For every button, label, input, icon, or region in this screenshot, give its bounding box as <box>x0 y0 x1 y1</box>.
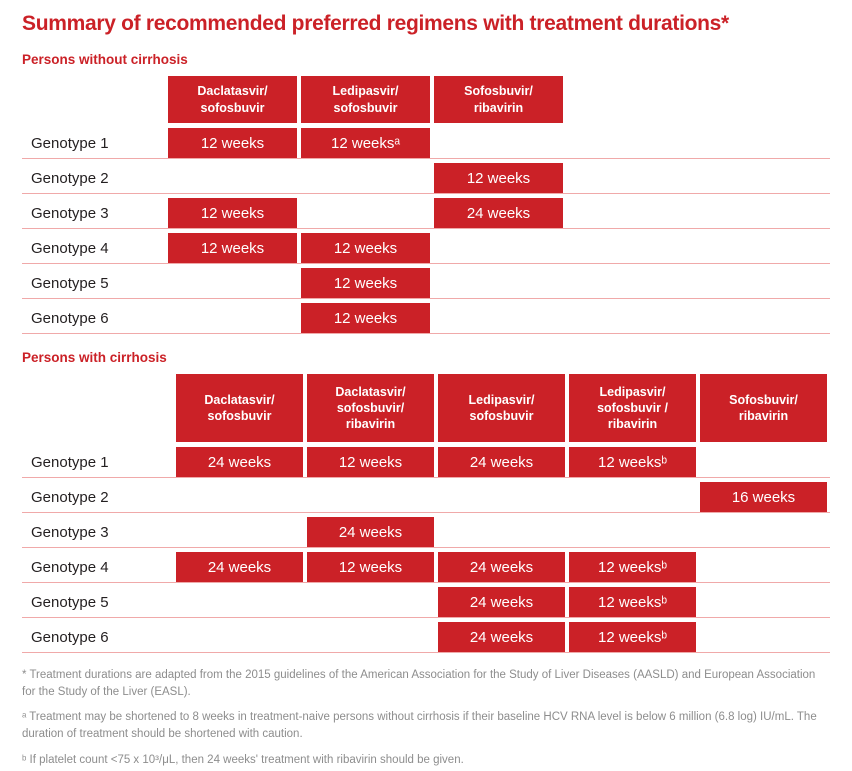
column-header-daclatasvir-sofosbuvir: Daclatasvir/ sofosbuvir <box>168 76 297 123</box>
duration-cell: 24 weeks <box>438 587 565 617</box>
genotype-label: Genotype 2 <box>31 169 109 187</box>
empty-cell <box>434 233 563 263</box>
empty-cell <box>176 482 303 512</box>
genotype-label: Genotype 4 <box>31 558 109 576</box>
empty-cell <box>176 622 303 652</box>
column-header-sofosbuvir-ribavirin: Sofosbuvir/ ribavirin <box>700 374 827 442</box>
column-header-daclatasvir-sofosbuvir-ribavirin: Daclatasvir/ sofosbuvir/ ribavirin <box>307 374 434 442</box>
column-header-ledipasvir-sofosbuvir: Ledipasvir/ sofosbuvir <box>301 76 430 123</box>
genotype-label: Genotype 2 <box>31 488 109 506</box>
empty-cell <box>301 198 430 228</box>
duration-cell: 24 weeks <box>438 552 565 582</box>
section-heading-with-cirrhosis: Persons with cirrhosis <box>22 350 167 365</box>
empty-cell <box>301 163 430 193</box>
empty-cell <box>434 303 563 333</box>
empty-cell <box>176 587 303 617</box>
duration-cell: 12 weeksᵇ <box>569 622 696 652</box>
footnote-b: ᵇ If platelet count <75 x 10³/μL, then 2… <box>22 753 464 766</box>
column-header-daclatasvir-sofosbuvir: Daclatasvir/ sofosbuvir <box>176 374 303 442</box>
empty-cell <box>700 517 827 547</box>
duration-cell: 12 weeks <box>168 198 297 228</box>
genotype-label: Genotype 3 <box>31 523 109 541</box>
empty-cell <box>700 552 827 582</box>
table-row: Genotype 3 24 weeks <box>22 517 830 548</box>
duration-cell: 12 weeks <box>307 447 434 477</box>
table-row: Genotype 5 12 weeks <box>22 268 830 299</box>
empty-cell <box>434 128 563 158</box>
duration-cell: 24 weeks <box>176 447 303 477</box>
table-no-cirrhosis: Persons without cirrhosis Daclatasvir/ s… <box>22 52 830 334</box>
table-row: Genotype 2 16 weeks <box>22 482 830 513</box>
duration-cell: 12 weeks <box>301 233 430 263</box>
corner-cell <box>22 374 172 442</box>
duration-cell: 24 weeks <box>438 447 565 477</box>
footnote-a: ᵃ Treatment may be shortened to 8 weeks … <box>22 711 817 741</box>
duration-cell: 12 weeks <box>307 552 434 582</box>
empty-cell <box>700 447 827 477</box>
genotype-label: Genotype 5 <box>31 593 109 611</box>
empty-cell <box>307 587 434 617</box>
empty-cell <box>307 622 434 652</box>
column-header-ledipasvir-sofosbuvir: Ledipasvir/ sofosbuvir <box>438 374 565 442</box>
corner-cell <box>22 76 164 123</box>
empty-cell <box>700 622 827 652</box>
table-row: Genotype 1 12 weeks 12 weeksᵃ <box>22 128 830 159</box>
empty-cell <box>438 482 565 512</box>
table-row: Genotype 4 24 weeks 12 weeks 24 weeks 12… <box>22 552 830 583</box>
empty-cell <box>438 517 565 547</box>
genotype-label: Genotype 4 <box>31 239 109 257</box>
empty-cell <box>700 587 827 617</box>
table-row: Genotype 6 12 weeks <box>22 303 830 334</box>
duration-cell: 24 weeks <box>438 622 565 652</box>
empty-cell <box>434 268 563 298</box>
genotype-label: Genotype 1 <box>31 134 109 152</box>
genotype-label: Genotype 5 <box>31 274 109 292</box>
genotype-label: Genotype 3 <box>31 204 109 222</box>
column-header-ledipasvir-sofosbuvir-ribavirin: Ledipasvir/ sofosbuvir / ribavirin <box>569 374 696 442</box>
duration-cell: 24 weeks <box>434 198 563 228</box>
empty-cell <box>168 268 297 298</box>
duration-cell: 12 weeksᵃ <box>301 128 430 158</box>
table-row: Genotype 3 12 weeks 24 weeks <box>22 198 830 229</box>
duration-cell: 12 weeks <box>434 163 563 193</box>
duration-cell: 24 weeks <box>307 517 434 547</box>
duration-cell: 12 weeksᵇ <box>569 447 696 477</box>
duration-cell: 12 weeksᵇ <box>569 552 696 582</box>
duration-cell: 12 weeksᵇ <box>569 587 696 617</box>
table-row: Genotype 5 24 weeks 12 weeksᵇ <box>22 587 830 618</box>
column-header-sofosbuvir-ribavirin: Sofosbuvir/ ribavirin <box>434 76 563 123</box>
duration-cell: 12 weeks <box>168 233 297 263</box>
table-row: Genotype 2 12 weeks <box>22 163 830 194</box>
footnotes: * Treatment durations are adapted from t… <box>22 667 830 768</box>
duration-cell: 12 weeks <box>168 128 297 158</box>
empty-cell <box>307 482 434 512</box>
table-row: Genotype 6 24 weeks 12 weeksᵇ <box>22 622 830 653</box>
page-title: Summary of recommended preferred regimen… <box>22 12 729 35</box>
genotype-label: Genotype 6 <box>31 309 109 327</box>
duration-cell: 12 weeks <box>301 268 430 298</box>
empty-cell <box>168 163 297 193</box>
duration-cell: 12 weeks <box>301 303 430 333</box>
empty-cell <box>168 303 297 333</box>
genotype-label: Genotype 6 <box>31 628 109 646</box>
footnote-asterisk: * Treatment durations are adapted from t… <box>22 669 816 698</box>
duration-cell: 16 weeks <box>700 482 827 512</box>
section-heading-no-cirrhosis: Persons without cirrhosis <box>22 52 188 67</box>
table-with-cirrhosis: Persons with cirrhosis Daclatasvir/ sofo… <box>22 350 830 653</box>
genotype-label: Genotype 1 <box>31 453 109 471</box>
empty-cell <box>176 517 303 547</box>
table-row: Genotype 1 24 weeks 12 weeks 24 weeks 12… <box>22 447 830 478</box>
empty-cell <box>569 482 696 512</box>
header-row: Daclatasvir/ sofosbuvir Ledipasvir/ sofo… <box>22 76 830 123</box>
table-row: Genotype 4 12 weeks 12 weeks <box>22 233 830 264</box>
duration-cell: 24 weeks <box>176 552 303 582</box>
header-row: Daclatasvir/ sofosbuvir Daclatasvir/ sof… <box>22 374 830 442</box>
empty-cell <box>569 517 696 547</box>
